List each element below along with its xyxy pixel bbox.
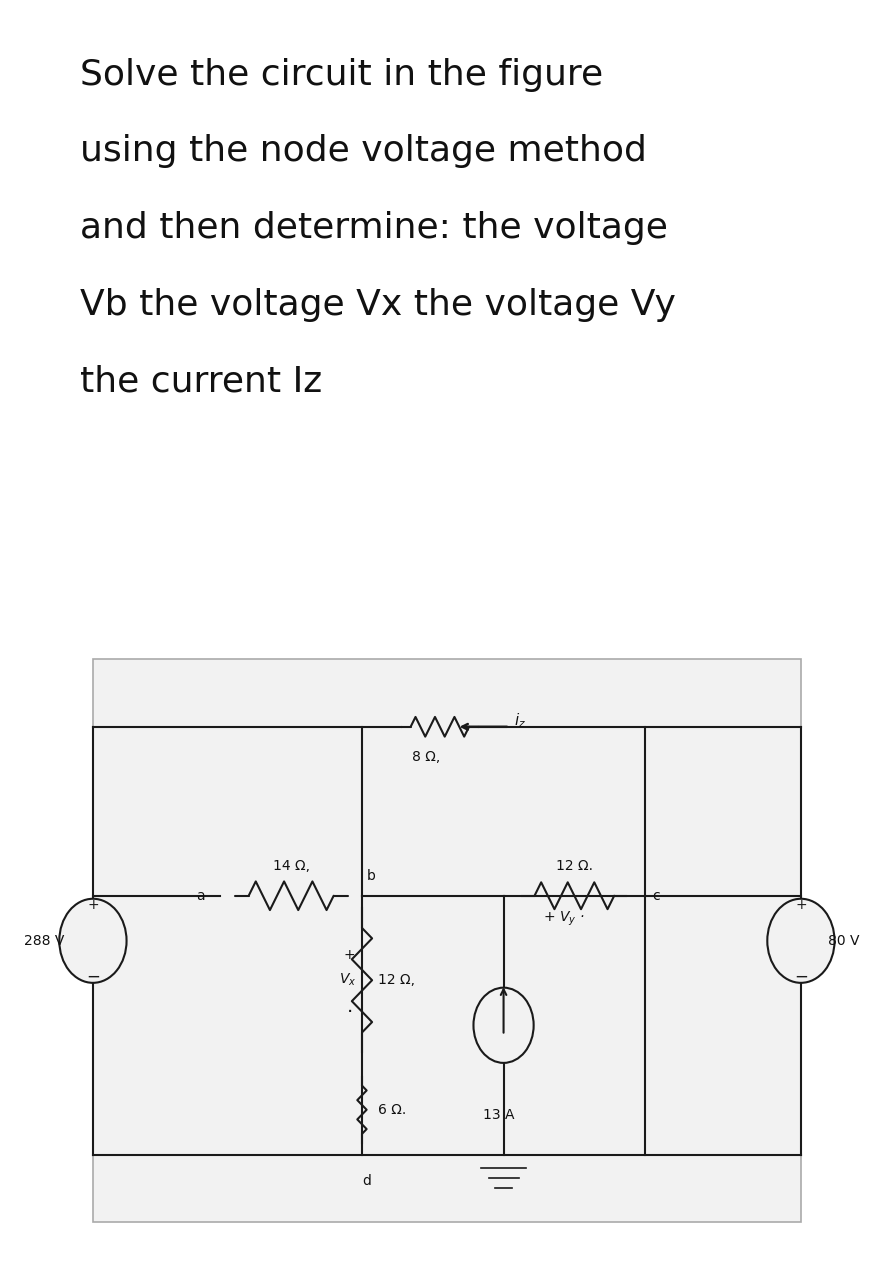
Text: Solve the circuit in the figure: Solve the circuit in the figure (80, 58, 603, 92)
Text: Vb the voltage Vx the voltage Vy: Vb the voltage Vx the voltage Vy (80, 288, 675, 323)
Text: + $V_y$ ·: + $V_y$ · (543, 910, 585, 928)
Text: 13 A: 13 A (483, 1108, 515, 1123)
Ellipse shape (473, 988, 534, 1062)
Text: using the node voltage method: using the node voltage method (80, 134, 647, 169)
Text: 80 V: 80 V (827, 934, 859, 947)
Ellipse shape (767, 899, 835, 983)
Text: −: − (794, 968, 808, 986)
Text: b: b (366, 869, 375, 883)
Text: +: + (343, 947, 356, 961)
Text: +: + (87, 899, 99, 911)
Text: 14 Ω,: 14 Ω, (273, 859, 310, 873)
Text: −: − (86, 968, 100, 986)
Text: the current Iz: the current Iz (80, 365, 322, 399)
Bar (93, 659, 801, 1222)
Text: $V_x$: $V_x$ (339, 972, 357, 988)
Text: 8 Ω,: 8 Ω, (412, 750, 441, 764)
Text: 12 Ω,: 12 Ω, (378, 973, 415, 987)
Text: c: c (652, 888, 660, 902)
Text: ·: · (346, 1002, 353, 1021)
Text: +: + (795, 899, 807, 911)
Text: 6 Ω.: 6 Ω. (378, 1103, 406, 1116)
Text: a: a (196, 888, 204, 902)
Ellipse shape (59, 899, 127, 983)
Text: $i_z$: $i_z$ (514, 710, 527, 730)
Text: 288 V: 288 V (24, 934, 65, 947)
Text: 12 Ω.: 12 Ω. (556, 859, 593, 873)
Text: and then determine: the voltage: and then determine: the voltage (80, 211, 667, 246)
Text: d: d (362, 1174, 371, 1188)
